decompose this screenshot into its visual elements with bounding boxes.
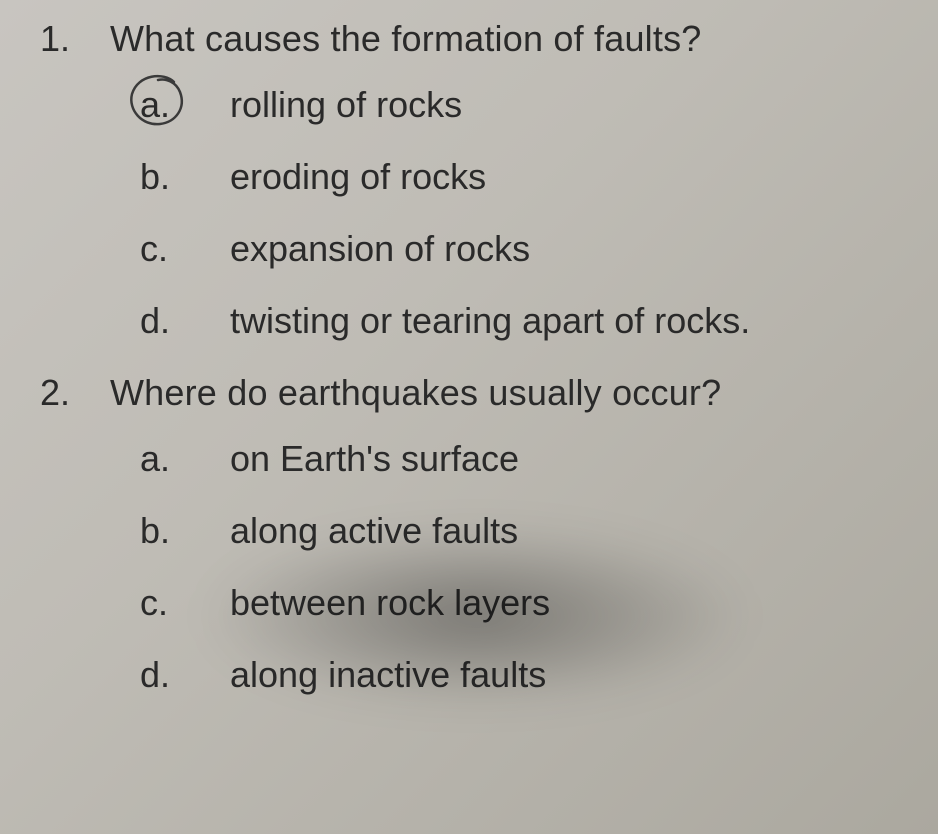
option-text: along inactive faults [230,654,546,696]
option-text: eroding of rocks [230,156,486,198]
option-text: between rock layers [230,582,550,624]
option-letter: d. [140,300,230,342]
question-header: 2. Where do earthquakes usually occur? [40,372,898,414]
option-letter: d. [140,654,230,696]
option-1b: b. eroding of rocks [140,156,898,198]
question-number: 2. [40,372,110,414]
option-text: expansion of rocks [230,228,530,270]
option-letter: b. [140,510,230,552]
question-header: 1. What causes the formation of faults? [40,18,898,60]
option-letter-text: a. [140,84,170,125]
option-2c: c. between rock layers [140,582,898,624]
question-1: 1. What causes the formation of faults? … [40,18,898,342]
option-2a: a. on Earth's surface [140,438,898,480]
option-1a: a. rolling of rocks [140,84,898,126]
question-text: Where do earthquakes usually occur? [110,372,721,414]
option-letter: c. [140,582,230,624]
question-1-options: a. rolling of rocks b. eroding of rocks … [40,84,898,342]
option-1d: d. twisting or tearing apart of rocks. [140,300,898,342]
option-letter: a. [140,84,230,126]
option-2b: b. along active faults [140,510,898,552]
option-letter: b. [140,156,230,198]
option-text: on Earth's surface [230,438,519,480]
question-2-options: a. on Earth's surface b. along active fa… [40,438,898,696]
question-2: 2. Where do earthquakes usually occur? a… [40,372,898,696]
question-number: 1. [40,18,110,60]
worksheet-page: 1. What causes the formation of faults? … [0,0,938,696]
option-text: rolling of rocks [230,84,462,126]
question-text: What causes the formation of faults? [110,18,702,60]
option-1c: c. expansion of rocks [140,228,898,270]
option-text: twisting or tearing apart of rocks. [230,300,750,342]
option-2d: d. along inactive faults [140,654,898,696]
option-letter: c. [140,228,230,270]
option-letter: a. [140,438,230,480]
option-text: along active faults [230,510,518,552]
